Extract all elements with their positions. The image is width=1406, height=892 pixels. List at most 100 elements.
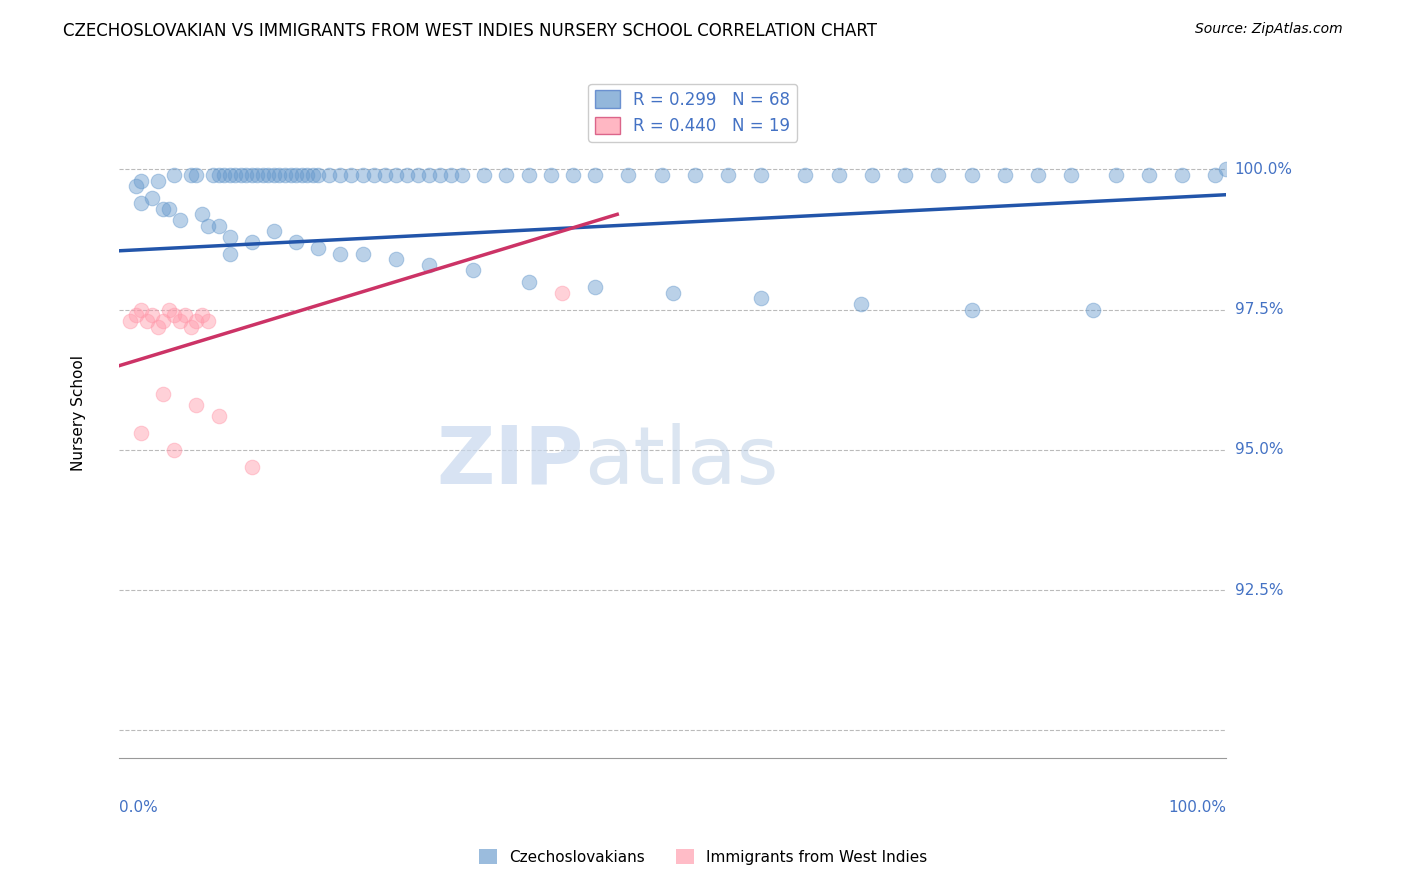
Point — [894, 168, 917, 182]
Point — [307, 241, 329, 255]
Point — [1104, 168, 1126, 182]
Point — [235, 168, 257, 182]
Point — [329, 168, 352, 182]
Point — [429, 168, 451, 182]
Point — [141, 308, 163, 322]
Point — [169, 314, 191, 328]
Point — [352, 168, 374, 182]
Point — [224, 168, 246, 182]
Point — [472, 168, 495, 182]
Point — [463, 263, 485, 277]
Legend: Czechoslovakians, Immigrants from West Indies: Czechoslovakians, Immigrants from West I… — [472, 843, 934, 871]
Legend: R = 0.299   N = 68, R = 0.440   N = 19: R = 0.299 N = 68, R = 0.440 N = 19 — [589, 84, 797, 142]
Point — [617, 168, 640, 182]
Point — [960, 168, 983, 182]
Point — [384, 168, 406, 182]
Point — [152, 386, 174, 401]
Point — [451, 168, 474, 182]
Text: 0.0%: 0.0% — [120, 800, 157, 814]
Point — [374, 168, 396, 182]
Text: atlas: atlas — [583, 423, 779, 500]
Point — [384, 252, 406, 267]
Point — [285, 168, 308, 182]
Point — [307, 168, 329, 182]
Point — [561, 168, 583, 182]
Point — [146, 319, 169, 334]
Point — [124, 179, 146, 194]
Text: 100.0%: 100.0% — [1234, 162, 1292, 177]
Point — [207, 409, 229, 424]
Point — [583, 280, 606, 294]
Point — [340, 168, 363, 182]
Point — [157, 302, 180, 317]
Point — [152, 314, 174, 328]
Point — [207, 168, 229, 182]
Text: Source: ZipAtlas.com: Source: ZipAtlas.com — [1195, 22, 1343, 37]
Point — [163, 442, 186, 457]
Point — [650, 168, 672, 182]
Point — [157, 202, 180, 216]
Point — [218, 168, 240, 182]
Point — [129, 302, 152, 317]
Point — [146, 174, 169, 188]
Point — [661, 285, 683, 300]
Point — [295, 168, 318, 182]
Point — [329, 246, 352, 260]
Point — [207, 219, 229, 233]
Point — [418, 258, 440, 272]
Text: 100.0%: 100.0% — [1168, 800, 1226, 814]
Point — [1083, 302, 1105, 317]
Point — [229, 168, 252, 182]
Point — [280, 168, 302, 182]
Text: 95.0%: 95.0% — [1234, 442, 1284, 458]
Point — [118, 314, 141, 328]
Text: 97.5%: 97.5% — [1234, 302, 1284, 318]
Point — [163, 308, 186, 322]
Point — [828, 168, 851, 182]
Point — [683, 168, 706, 182]
Point — [994, 168, 1017, 182]
Point — [135, 314, 157, 328]
Point — [212, 168, 235, 182]
Point — [849, 297, 872, 311]
Point — [246, 168, 269, 182]
Point — [180, 319, 202, 334]
Point — [749, 292, 772, 306]
Point — [927, 168, 949, 182]
Text: CZECHOSLOVAKIAN VS IMMIGRANTS FROM WEST INDIES NURSERY SCHOOL CORRELATION CHART: CZECHOSLOVAKIAN VS IMMIGRANTS FROM WEST … — [63, 22, 877, 40]
Point — [240, 235, 263, 250]
Point — [180, 168, 202, 182]
Point — [794, 168, 817, 182]
Point — [152, 202, 174, 216]
Point — [1026, 168, 1049, 182]
Point — [186, 398, 208, 412]
Point — [191, 207, 214, 221]
Point — [406, 168, 429, 182]
Point — [129, 174, 152, 188]
Point — [169, 213, 191, 227]
Point — [717, 168, 740, 182]
Point — [1060, 168, 1083, 182]
Point — [252, 168, 274, 182]
Point — [257, 168, 280, 182]
Point — [197, 314, 219, 328]
Point — [240, 168, 263, 182]
Point — [352, 246, 374, 260]
Point — [141, 190, 163, 204]
Point — [960, 302, 983, 317]
Point — [395, 168, 418, 182]
Point — [583, 168, 606, 182]
Point — [540, 168, 562, 182]
Point — [440, 168, 463, 182]
Point — [1204, 168, 1226, 182]
Point — [274, 168, 297, 182]
Point — [186, 168, 208, 182]
Point — [418, 168, 440, 182]
Point — [191, 308, 214, 322]
Point — [1171, 168, 1194, 182]
Point — [301, 168, 323, 182]
Point — [129, 425, 152, 440]
Point — [495, 168, 517, 182]
Point — [860, 168, 883, 182]
Point — [174, 308, 197, 322]
